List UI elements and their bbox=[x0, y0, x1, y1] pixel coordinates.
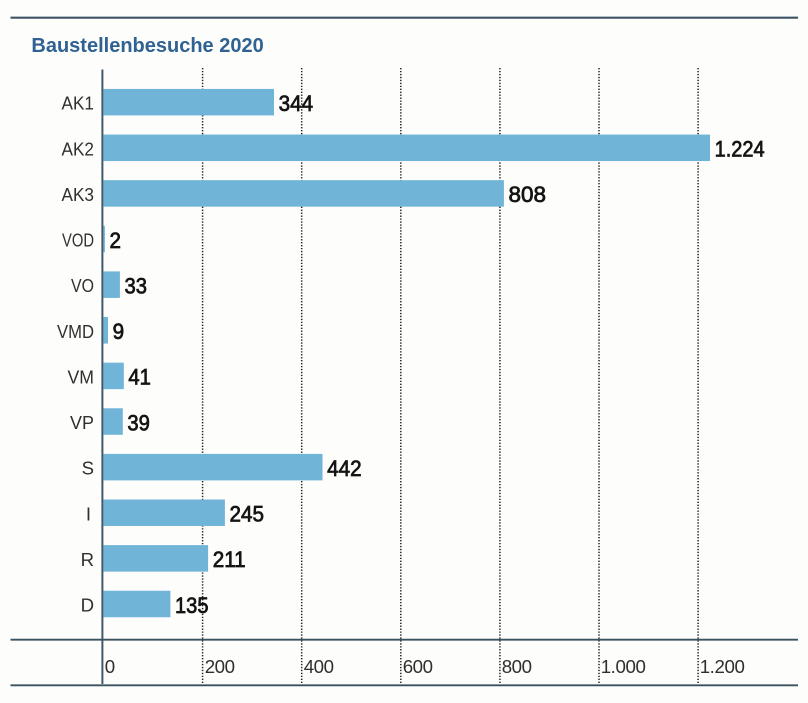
svg-text:600: 600 bbox=[403, 656, 433, 677]
svg-text:400: 400 bbox=[304, 656, 334, 677]
svg-text:33: 33 bbox=[125, 274, 148, 299]
svg-text:D: D bbox=[81, 595, 94, 616]
svg-text:442: 442 bbox=[327, 456, 362, 481]
svg-text:245: 245 bbox=[230, 502, 265, 527]
svg-text:39: 39 bbox=[127, 410, 149, 435]
svg-text:I: I bbox=[86, 503, 91, 524]
svg-text:1.224: 1.224 bbox=[715, 137, 765, 162]
svg-text:VP: VP bbox=[70, 412, 94, 433]
svg-text:211: 211 bbox=[213, 547, 246, 572]
svg-text:1.200: 1.200 bbox=[700, 656, 745, 677]
svg-text:800: 800 bbox=[502, 656, 532, 677]
svg-text:808: 808 bbox=[509, 182, 547, 207]
svg-text:AK2: AK2 bbox=[62, 138, 95, 159]
svg-text:200: 200 bbox=[205, 656, 235, 677]
svg-text:344: 344 bbox=[279, 91, 314, 116]
svg-text:S: S bbox=[82, 458, 94, 479]
svg-text:VOD: VOD bbox=[62, 230, 94, 251]
svg-text:2: 2 bbox=[110, 228, 122, 253]
svg-text:R: R bbox=[81, 549, 94, 570]
svg-text:AK3: AK3 bbox=[62, 184, 95, 205]
svg-text:VMD: VMD bbox=[57, 321, 94, 342]
svg-text:VO: VO bbox=[71, 275, 94, 296]
svg-text:0: 0 bbox=[105, 656, 115, 677]
svg-text:Baustellenbesuche 2020: Baustellenbesuche 2020 bbox=[31, 35, 263, 57]
svg-text:135: 135 bbox=[175, 593, 209, 618]
svg-text:41: 41 bbox=[128, 365, 151, 390]
svg-text:1.000: 1.000 bbox=[601, 656, 646, 677]
svg-text:9: 9 bbox=[113, 319, 125, 344]
svg-text:VM: VM bbox=[68, 366, 95, 387]
svg-text:AK1: AK1 bbox=[62, 93, 95, 114]
